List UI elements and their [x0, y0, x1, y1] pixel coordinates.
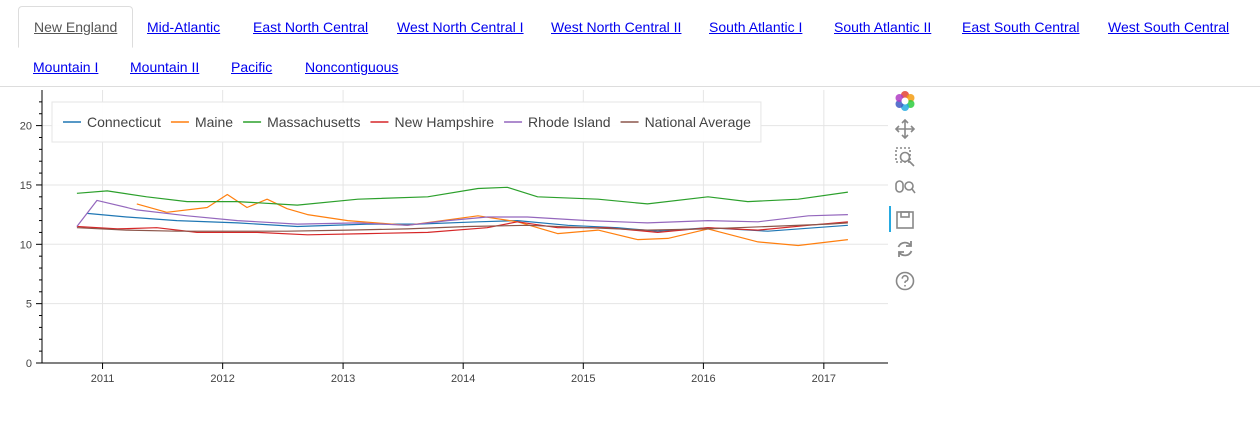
tab-west-south-central[interactable]: West South Central [1108, 19, 1230, 35]
tab-bar-divider [0, 86, 1260, 87]
tab-new-england[interactable]: New England [18, 6, 134, 48]
active-tool-indicator [889, 206, 891, 232]
tab-south-atlantic-ii[interactable]: South Atlantic II [834, 19, 932, 35]
tab-west-north-central-ii[interactable]: West North Central II [551, 19, 682, 35]
tab-noncontiguous[interactable]: Noncontiguous [305, 59, 399, 75]
x-tick-label: 2011 [91, 373, 115, 385]
tab-west-north-central-i[interactable]: West North Central I [397, 19, 524, 35]
tab-mid-atlantic[interactable]: Mid-Atlantic [147, 19, 221, 35]
y-tick-label: 10 [20, 239, 32, 251]
series-line-maine [136, 193, 848, 247]
legend-label: National Average [645, 114, 752, 130]
legend-label: Maine [195, 114, 233, 130]
reset-icon[interactable] [894, 238, 916, 260]
tab-south-atlantic-i[interactable]: South Atlantic I [709, 19, 803, 35]
wheel-zoom-icon[interactable] [894, 177, 916, 199]
line-chart[interactable]: 0 5 10 15 20 2011 2012 2013 2014 2015 2016 2017 Con… [0, 88, 888, 398]
pan-icon[interactable] [894, 118, 916, 140]
x-tick-label: 2012 [210, 373, 234, 385]
x-tick-label: 2016 [691, 373, 715, 385]
y-tick-label: 15 [20, 180, 32, 192]
series-line-massachusetts [76, 186, 848, 206]
help-icon[interactable] [894, 270, 916, 292]
save-icon[interactable] [894, 209, 916, 231]
bokeh-logo-icon[interactable] [894, 90, 916, 112]
tab-pacific[interactable]: Pacific [231, 59, 273, 75]
legend-label: New Hampshire [394, 114, 494, 130]
x-tick-label: 2014 [451, 373, 475, 385]
legend-box [51, 101, 762, 143]
y-tick-label: 0 [26, 358, 32, 370]
x-tick-label: 2015 [571, 373, 595, 385]
legend-label: Connecticut [87, 114, 161, 130]
axes: 0 5 10 15 20 2011 2012 2013 2014 2015 2016 2017 [20, 90, 888, 385]
box-zoom-icon[interactable] [894, 146, 916, 168]
x-tick-label: 2017 [812, 373, 836, 385]
tab-east-north-central[interactable]: East North Central [253, 19, 369, 35]
tab-mountain-ii[interactable]: Mountain II [130, 59, 200, 75]
series-lines [76, 186, 848, 247]
y-tick-label: 5 [26, 299, 32, 311]
y-tick-label: 20 [20, 121, 32, 133]
plot-toolbar [888, 88, 922, 308]
legend-label: Rhode Island [528, 114, 611, 130]
series-line-national-average [76, 222, 848, 232]
legend-label: Massachusetts [267, 114, 360, 130]
legend[interactable]: Connecticut Maine Massachusetts New Hampshi… [51, 101, 762, 143]
series-line-rhode-island [76, 199, 848, 227]
tab-bar: New England Mid-Atlantic East North Cent… [0, 0, 1260, 88]
tab-mountain-i[interactable]: Mountain I [33, 59, 99, 75]
tab-east-south-central[interactable]: East South Central [962, 19, 1080, 35]
x-tick-label: 2013 [331, 373, 355, 385]
